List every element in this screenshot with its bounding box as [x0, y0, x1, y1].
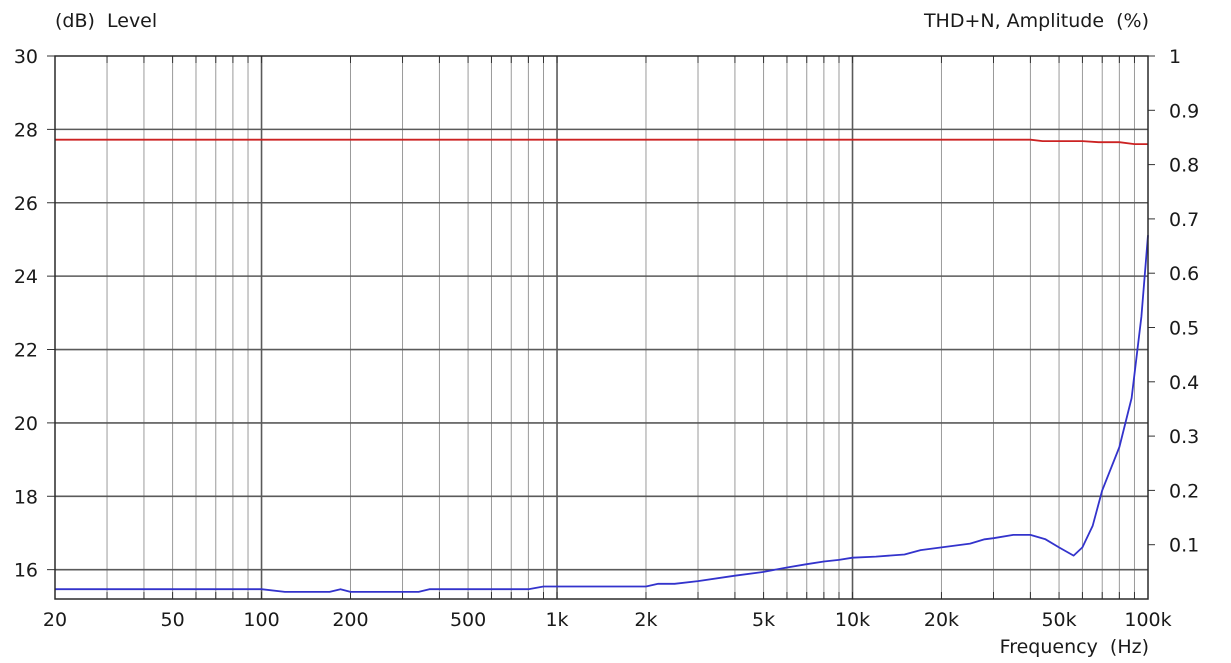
x-tick-label: 20 [43, 609, 67, 631]
left-axis-title: (dB) Level [55, 10, 158, 32]
x-tick-label: 200 [332, 609, 368, 631]
y-right-tick-label: 0.5 [1169, 318, 1199, 340]
y-left-tick-label: 20 [14, 413, 38, 435]
x-tick-label: 10k [835, 609, 870, 631]
axis-ticks [47, 55, 1155, 599]
thd-n-amplitude-line [55, 235, 1149, 593]
y-right-tick-label: 1 [1169, 46, 1181, 68]
y-right-tick-label: 0.4 [1169, 372, 1199, 394]
y-left-tick-label: 24 [14, 266, 38, 288]
x-tick-label: 1k [545, 609, 568, 631]
x-tick-label: 500 [450, 609, 486, 631]
plot-frame [54, 55, 1149, 600]
y-left-tick-label: 26 [14, 193, 38, 215]
y-left-tick-label: 28 [14, 119, 38, 141]
series-layer [55, 138, 1149, 593]
x-tick-label: 20k [924, 609, 959, 631]
y-right-tick-label: 0.6 [1169, 263, 1199, 285]
x-tick-label: 50k [1041, 609, 1076, 631]
y-left-tick-label: 22 [14, 340, 38, 362]
x-tick-label: 2k [634, 609, 657, 631]
grid [55, 56, 1148, 599]
y-right-tick-label: 0.3 [1169, 426, 1199, 448]
y-right-tick-label: 0.1 [1169, 535, 1199, 557]
level-line [55, 138, 1148, 146]
y-right-tick-label: 0.7 [1169, 209, 1199, 231]
tick-labels: 16 18 20 22 24 26 28 30 0.1 0.2 0.3 0.4 0.5 0.6 0.7 0.8… [14, 46, 1199, 631]
x-tick-label: 100k [1124, 609, 1171, 631]
x-tick-label: 100 [243, 609, 279, 631]
y-right-tick-label: 0.9 [1169, 100, 1199, 122]
right-axis-title: THD+N, Amplitude (%) [923, 10, 1149, 32]
y-left-tick-label: 16 [14, 560, 38, 582]
y-right-tick-label: 0.8 [1169, 155, 1199, 177]
x-tick-label: 5k [752, 609, 775, 631]
y-right-tick-label: 0.2 [1169, 480, 1199, 502]
y-left-tick-label: 18 [14, 486, 38, 508]
y-left-tick-label: 30 [14, 46, 38, 68]
x-axis-title: Frequency (Hz) [999, 636, 1149, 658]
x-tick-label: 50 [160, 609, 184, 631]
